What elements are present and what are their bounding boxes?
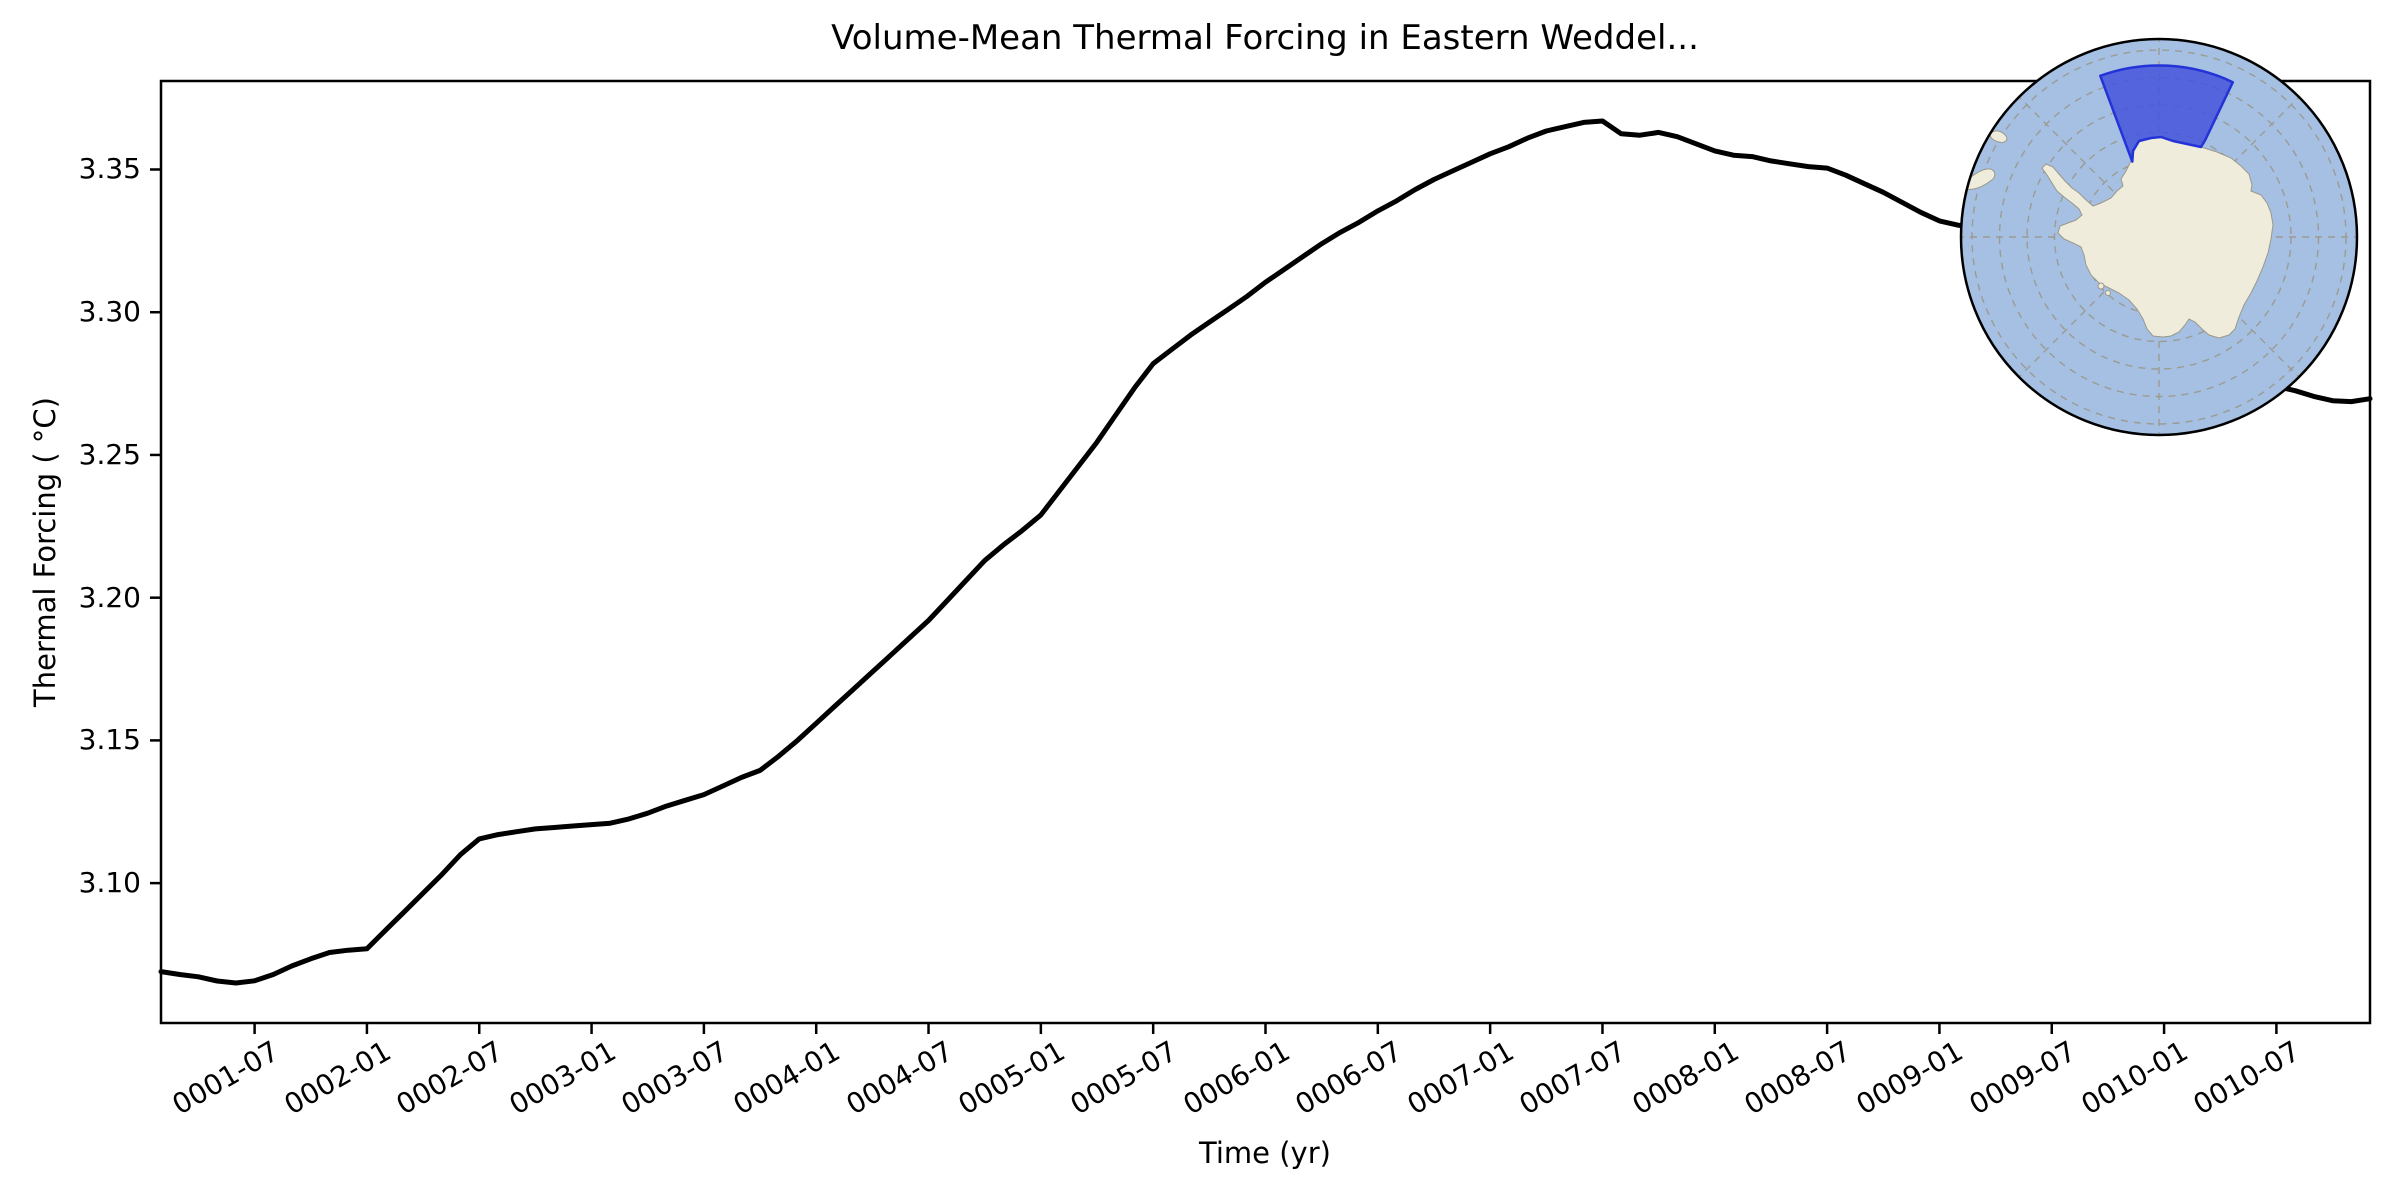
map-island [1984,125,1990,131]
y-tick-label: 3.30 [78,295,141,329]
highlight-sector-eastern-weddell [2099,64,2235,163]
x-axis-label: Time (yr) [1199,1136,1331,1170]
map-island [1989,130,2008,143]
y-tick-label: 3.10 [78,866,141,900]
map-island [2105,290,2111,296]
map-island [2097,282,2105,290]
map-land [1962,125,2274,339]
y-axis-label: Thermal Forcing ( °C) [28,397,62,707]
axis-tick-marks [150,168,2278,1034]
map-border-circle [1959,37,2359,437]
map-island [1962,168,1996,190]
antarctica-continent [2041,136,2274,339]
y-tick-label: 3.25 [78,437,141,471]
y-tick-label: 3.15 [78,723,141,757]
y-tick-label: 3.35 [78,152,141,186]
y-tick-label: 3.20 [78,580,141,614]
chart-title: Volume-Mean Thermal Forcing in Eastern W… [831,18,1699,58]
antarctica-inset-map [1959,37,2359,437]
